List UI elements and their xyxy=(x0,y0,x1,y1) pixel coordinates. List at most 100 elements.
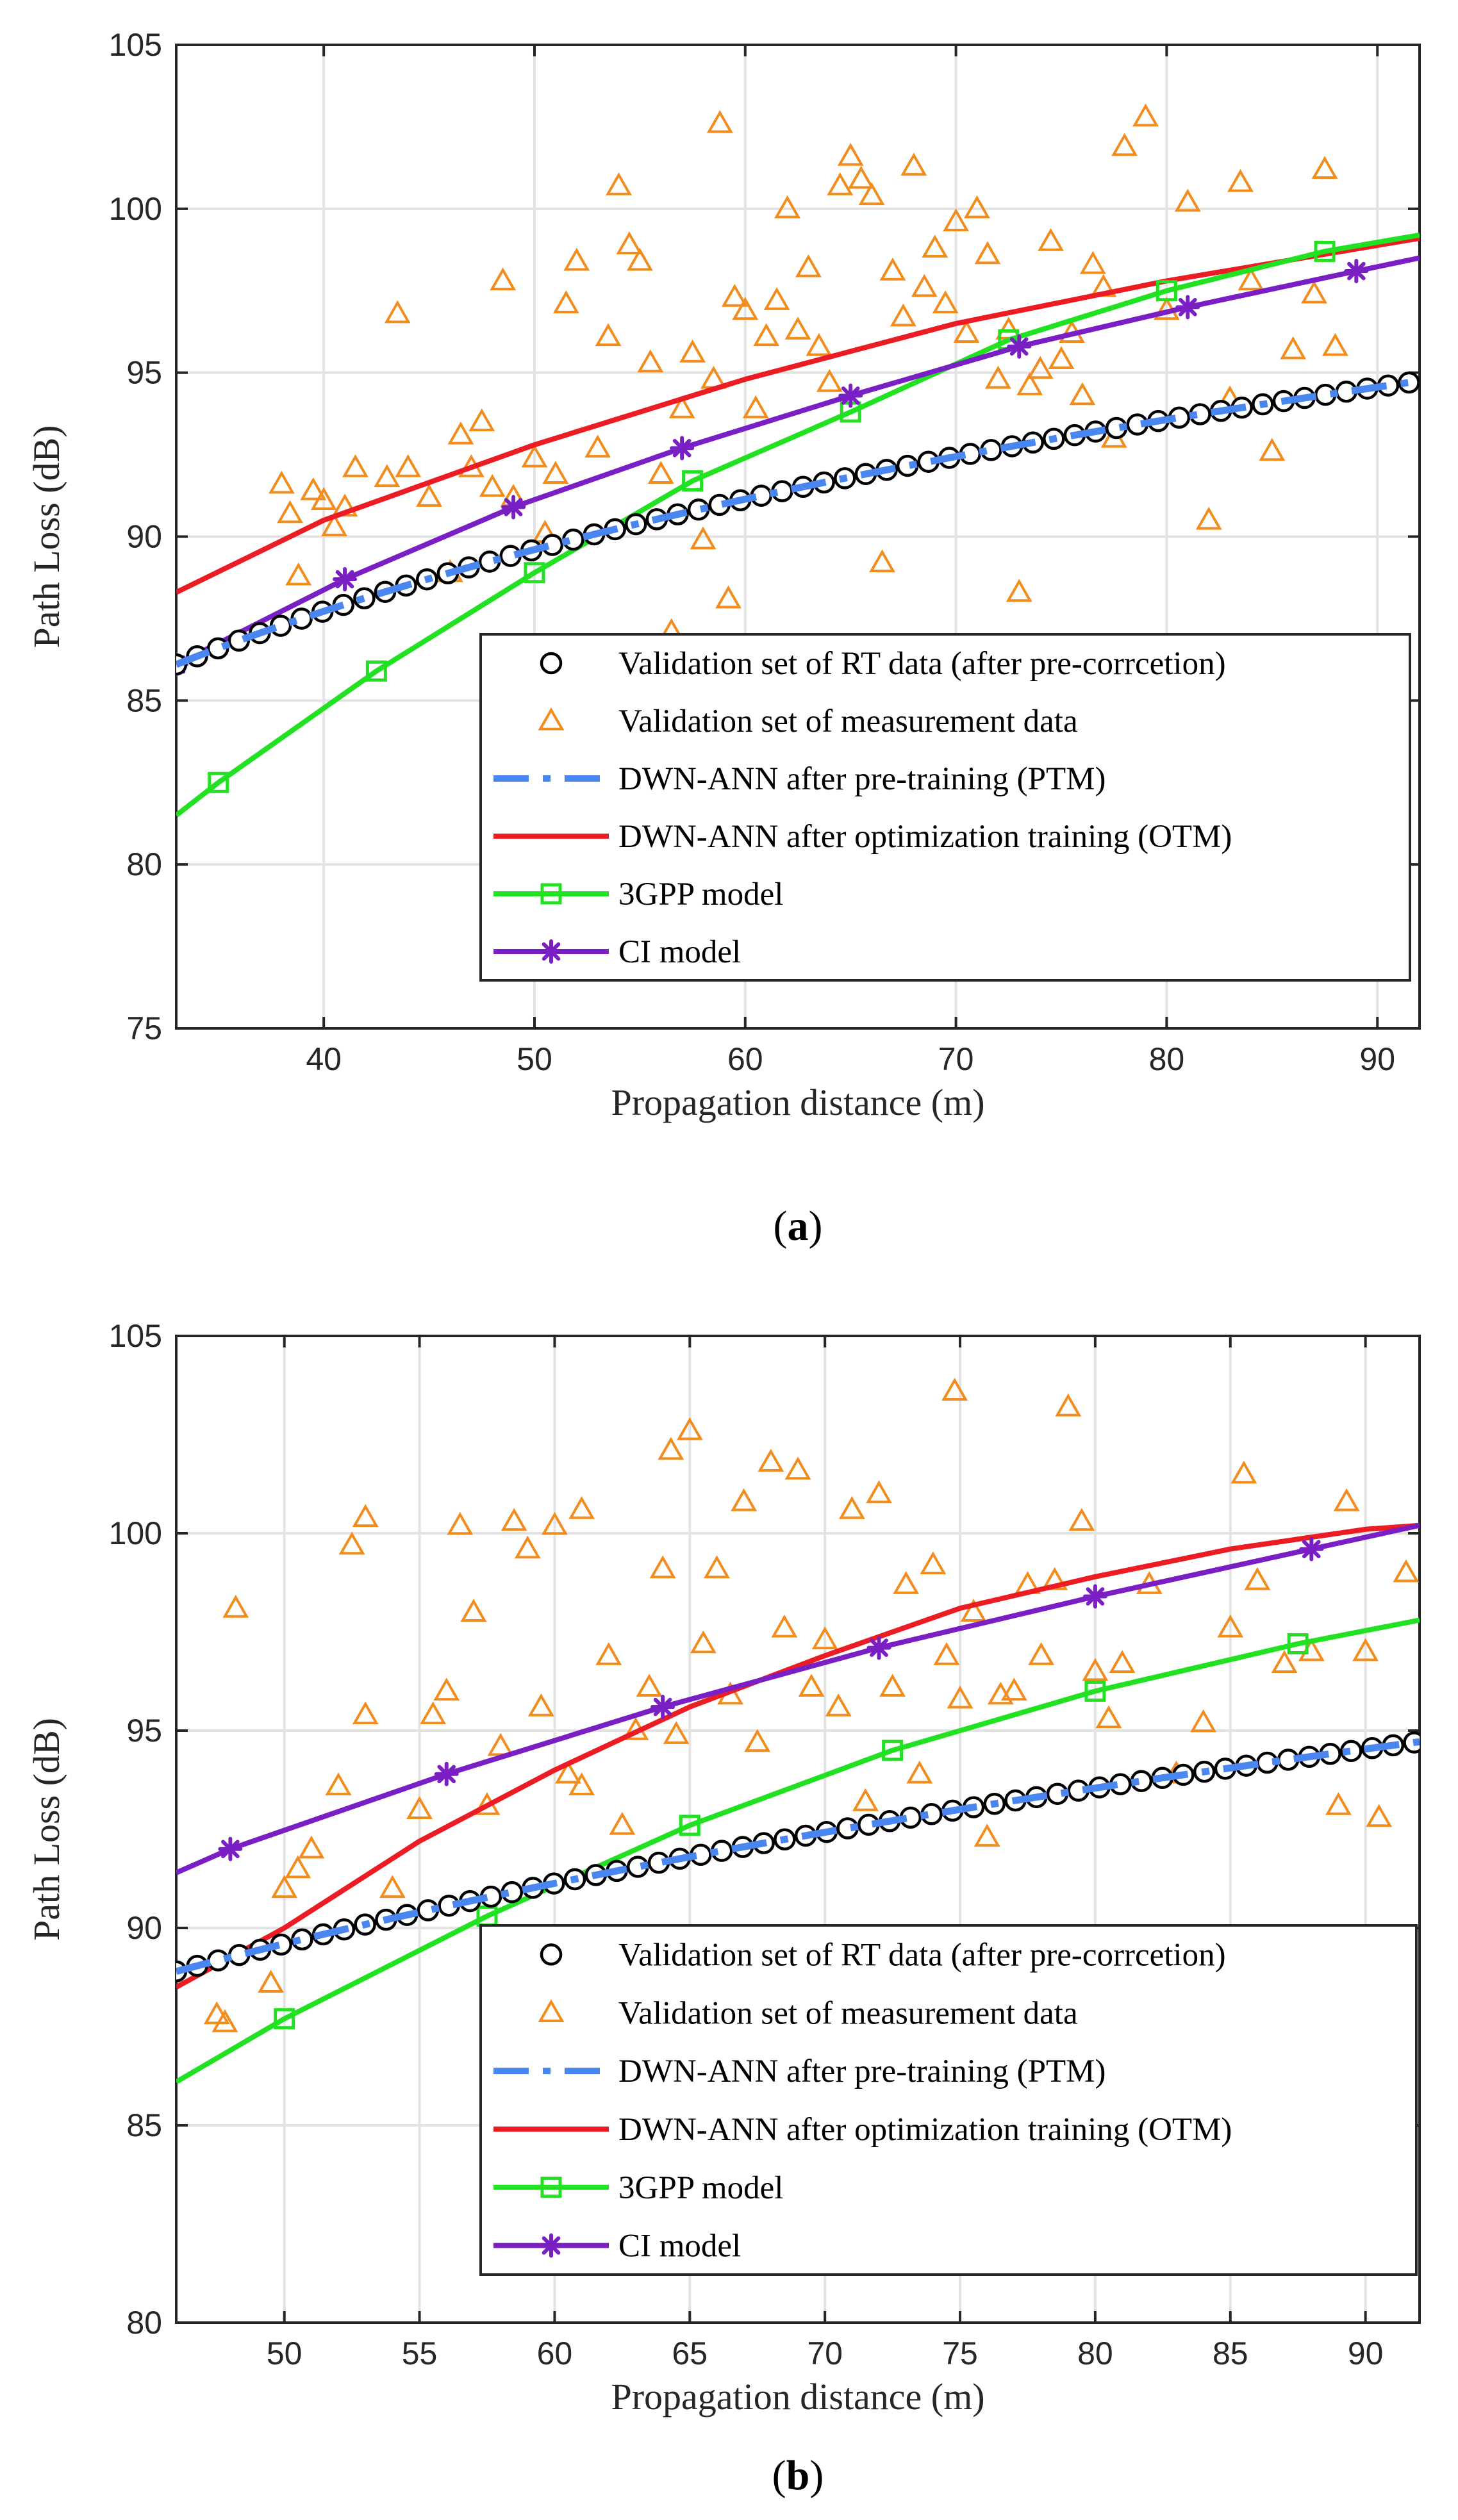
gpp-marker xyxy=(1084,1680,1106,1702)
legend: Validation set of RT data (after pre-cor… xyxy=(479,633,1411,982)
measurement-point xyxy=(222,1595,249,1618)
measurement-point xyxy=(460,1599,487,1622)
x-tick-label: 80 xyxy=(1149,1041,1185,1077)
legend-marker-square xyxy=(540,883,562,905)
panel-label-close: ) xyxy=(809,2452,824,2499)
measurement-point xyxy=(715,585,741,609)
measurement-point xyxy=(911,274,938,297)
measurement-point xyxy=(771,1614,798,1638)
measurement-point xyxy=(890,303,916,327)
legend-box xyxy=(479,633,1411,982)
panel-label: (a) xyxy=(774,1203,823,1249)
y-tick-label: 75 xyxy=(126,1010,162,1046)
measurement-point xyxy=(433,1677,460,1701)
measurement-point xyxy=(827,172,854,195)
ci-asterisk-stroke xyxy=(841,386,860,405)
measurement-point xyxy=(555,1760,581,1784)
measurement-point xyxy=(1333,1488,1360,1511)
ci-marker xyxy=(1299,1536,1324,1561)
measurement-point xyxy=(663,1721,690,1744)
measurement-point xyxy=(1027,356,1054,379)
ci-asterisk-stroke xyxy=(1009,337,1029,356)
ci-marker xyxy=(866,1635,891,1660)
x-axis-title: Propagation distance (m) xyxy=(611,2376,984,2417)
ci-marker xyxy=(218,1836,243,1861)
ci-asterisk-stroke xyxy=(1086,1587,1105,1606)
measurement-point xyxy=(742,395,769,418)
legend-item: DWN-ANN after optimization training (OTM… xyxy=(493,819,1232,855)
measurement-point xyxy=(1079,251,1106,274)
x-axis-title: Propagation distance (m) xyxy=(611,1082,984,1123)
measurement-point xyxy=(203,2001,230,2025)
legend-item: Validation set of RT data (after pre-cor… xyxy=(540,1937,1226,1973)
measurement-point xyxy=(732,297,759,320)
measurement-point xyxy=(568,1496,595,1519)
measurement-point xyxy=(1174,188,1201,212)
measurement-point xyxy=(704,1555,730,1579)
gpp-marker xyxy=(1287,1633,1309,1654)
series-triangle xyxy=(203,1378,1420,2032)
legend: Validation set of RT data (after pre-cor… xyxy=(479,1924,1418,2276)
measurement-point xyxy=(784,1456,811,1480)
legend-label: Validation set of measurement data xyxy=(618,1995,1078,2031)
measurement-point xyxy=(932,290,959,313)
x-tick-label: 65 xyxy=(672,2335,708,2371)
ci-marker xyxy=(333,567,358,592)
measurement-point xyxy=(869,549,895,573)
measurement-point xyxy=(866,1480,892,1504)
rt-data-point xyxy=(1403,1731,1420,1754)
measurement-point xyxy=(420,1701,447,1725)
ci-marker xyxy=(838,383,863,408)
measurement-point xyxy=(277,500,304,523)
measurement-point xyxy=(563,247,590,271)
otm-curve xyxy=(176,1522,1420,1989)
measurement-point xyxy=(668,395,695,418)
measurement-point xyxy=(447,421,474,445)
measurement-point xyxy=(973,1824,1000,1847)
measurement-point xyxy=(211,2009,238,2032)
measurement-point xyxy=(338,1531,365,1555)
x-axis: 50 55 60 65 70 75 80 85 90 xyxy=(267,1336,1383,2371)
measurement-point xyxy=(1325,1792,1352,1815)
measurement-point xyxy=(487,1733,514,1756)
measurement-point xyxy=(676,1417,703,1440)
measurement-point xyxy=(271,1875,298,1898)
ci-curve xyxy=(176,1522,1420,1875)
gpp-marker xyxy=(682,470,704,492)
measurement-point xyxy=(1322,333,1348,356)
ci-asterisk-stroke xyxy=(221,1840,240,1859)
ci-asterisk-stroke xyxy=(1347,261,1366,281)
x-tick-label: 85 xyxy=(1213,2335,1248,2371)
legend-item: CI model xyxy=(493,934,741,970)
y-tick-label: 105 xyxy=(109,27,162,63)
measurement-point xyxy=(352,1701,379,1725)
ci-asterisk-stroke xyxy=(542,942,561,961)
measurement-point xyxy=(379,1875,406,1898)
x-tick-label: 70 xyxy=(938,1041,974,1077)
measurement-point xyxy=(298,1835,325,1859)
gpp-curve xyxy=(176,1617,1420,2084)
panel-label-letter: b xyxy=(786,2452,810,2499)
y-axis: 75 80 85 90 95 100 105 xyxy=(109,27,1420,1046)
legend-label: 3GPP model xyxy=(618,2170,783,2206)
measurement-point xyxy=(974,241,1001,265)
measurement-point xyxy=(285,562,312,586)
measurement-point xyxy=(964,195,990,218)
ci-asterisk-stroke xyxy=(335,570,354,589)
measurement-point xyxy=(447,1511,474,1535)
ci-asterisk-stroke xyxy=(870,1638,888,1657)
y-tick-label: 100 xyxy=(109,1515,162,1551)
measurement-point xyxy=(758,1449,784,1472)
series-dashdot xyxy=(176,377,1420,668)
x-tick-label: 55 xyxy=(402,2335,438,2371)
measurement-point xyxy=(595,323,622,347)
measurement-point xyxy=(1227,169,1254,192)
series-asterisk xyxy=(176,255,1420,677)
measurement-point xyxy=(922,235,949,258)
legend-marker-circle xyxy=(540,652,563,675)
measurement-point xyxy=(941,1378,968,1401)
measurement-point xyxy=(1109,1650,1136,1674)
y-axis: 80 85 90 95 100 105 xyxy=(109,1318,1420,2341)
y-tick-label: 95 xyxy=(126,355,162,391)
measurement-point xyxy=(300,477,327,500)
